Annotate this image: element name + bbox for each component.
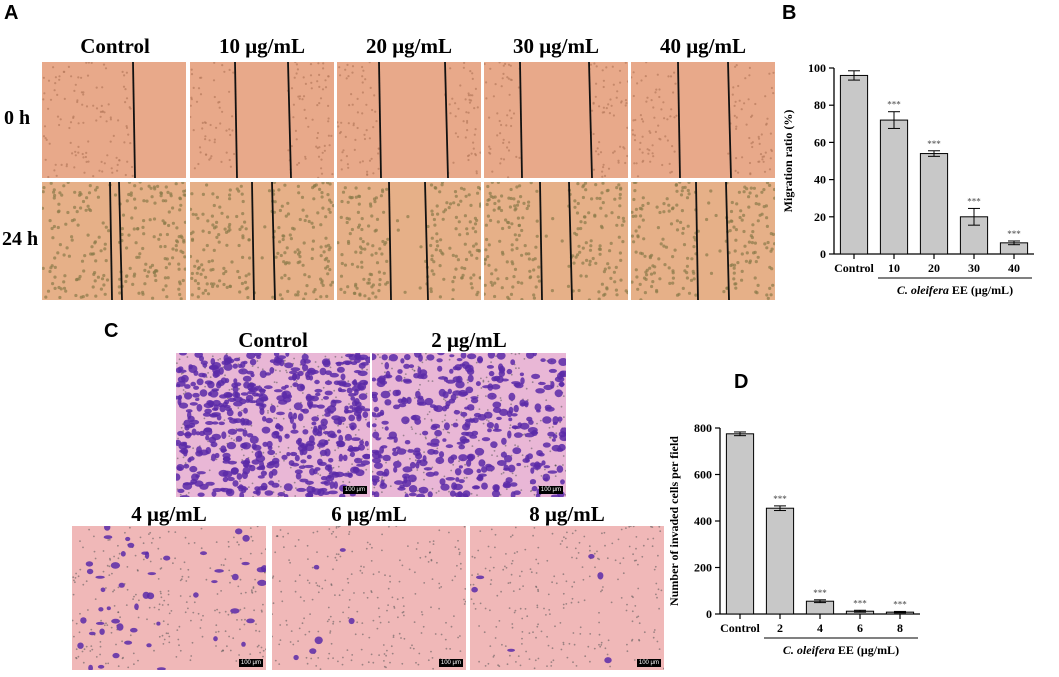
transwell-image-2: 100 μm — [372, 353, 566, 497]
col-label-10: 10 μg/mL — [219, 34, 305, 58]
micrograph — [337, 62, 481, 178]
y-tick-label: 20 — [814, 210, 826, 224]
x-tick-label: 6 — [857, 621, 863, 635]
y-tick-label: 0 — [706, 607, 712, 621]
row-label-24h: 24 h — [2, 228, 39, 250]
wound-image-40-0h — [631, 62, 775, 178]
micrograph — [337, 182, 481, 300]
significance-marker: *** — [853, 598, 867, 608]
bar — [765, 507, 795, 615]
label-c-2: 2 μg/mL — [431, 328, 507, 352]
wound-image-control-0h — [42, 62, 186, 178]
y-tick-label: 60 — [814, 135, 826, 149]
y-axis-label: Number of invaded cells per field — [667, 436, 681, 606]
panel-letter-a: A — [4, 2, 19, 24]
wound-image-20-24h — [337, 182, 481, 300]
micrograph — [42, 62, 186, 178]
chart-svg: 0 20 40 60 80 100 Control *** 10 *** 20 *** 30 *** 40 C… — [781, 61, 1034, 297]
y-axis-label: Migration ratio (%) — [781, 110, 795, 213]
micrograph — [176, 353, 370, 497]
significance-marker: *** — [893, 599, 907, 609]
x-tick-label: Control — [834, 261, 874, 275]
scale-bar: 100 μm — [438, 659, 463, 667]
y-tick-label: 400 — [694, 514, 712, 528]
scale-bar: 100 μm — [238, 659, 263, 667]
micrograph — [631, 182, 775, 300]
bar — [805, 600, 835, 615]
significance-marker: *** — [967, 196, 981, 206]
micrograph — [484, 182, 628, 300]
transwell-image-control: 100 μm — [176, 353, 370, 497]
chart-svg: 0 200 400 600 800 Control *** 2 *** 4 *** 6 *** 8 C. o… — [667, 421, 920, 657]
y-tick-label: 600 — [694, 468, 712, 482]
scale-bar: 100 μm — [636, 659, 661, 667]
x-axis-label: C. oleifera EE (μg/mL) — [783, 643, 899, 657]
micrograph — [72, 526, 266, 670]
micrograph — [631, 62, 775, 178]
y-tick-label: 800 — [694, 421, 712, 435]
wound-image-30-0h — [484, 62, 628, 178]
y-tick-label: 200 — [694, 561, 712, 575]
scale-bar: 100 μm — [342, 486, 367, 494]
col-label-30: 30 μg/mL — [513, 34, 599, 58]
significance-marker: *** — [1007, 229, 1021, 239]
y-tick-label: 80 — [814, 98, 826, 112]
micrograph — [190, 182, 334, 300]
bar — [725, 433, 755, 615]
transwell-image-8: 100 μm — [470, 526, 664, 670]
x-tick-label: 8 — [897, 621, 903, 635]
wound-image-10-24h — [190, 182, 334, 300]
x-tick-label: 10 — [888, 261, 900, 275]
x-axis-label: C. oleifera EE (μg/mL) — [897, 283, 1013, 297]
label-c-4: 4 μg/mL — [131, 502, 207, 526]
x-tick-label: Control — [720, 621, 760, 635]
x-tick-label: 2 — [777, 621, 783, 635]
x-tick-label: 4 — [817, 621, 823, 635]
chart-migration-ratio: 0 20 40 60 80 100 Control *** 10 *** 20 *** 30 *** 40 C… — [774, 60, 1054, 306]
bar — [919, 153, 949, 255]
label-c-6: 6 μg/mL — [331, 502, 407, 526]
col-label-40: 40 μg/mL — [660, 34, 746, 58]
x-tick-label: 30 — [968, 261, 980, 275]
col-label-control: Control — [80, 34, 150, 58]
significance-marker: *** — [773, 494, 787, 504]
y-tick-label: 100 — [808, 61, 826, 75]
transwell-image-6: 100 μm — [272, 526, 466, 670]
transwell-image-4: 100 μm — [72, 526, 266, 670]
y-tick-label: 40 — [814, 173, 826, 187]
significance-marker: *** — [813, 588, 827, 598]
scale-bar: 100 μm — [538, 486, 563, 494]
micrograph — [272, 526, 466, 670]
wound-image-30-24h — [484, 182, 628, 300]
micrograph — [372, 353, 566, 497]
row-label-0h: 0 h — [4, 107, 31, 129]
label-c-8: 8 μg/mL — [529, 502, 605, 526]
wound-image-control-24h — [42, 182, 186, 300]
label-c-control: Control — [238, 328, 308, 352]
panel-letter-d: D — [734, 371, 749, 393]
significance-marker: *** — [887, 100, 901, 110]
panel-letter-b: B — [782, 2, 797, 24]
x-tick-label: 20 — [928, 261, 940, 275]
bar — [839, 74, 869, 255]
wound-image-10-0h — [190, 62, 334, 178]
micrograph — [42, 182, 186, 300]
micrograph — [484, 62, 628, 178]
panel-letter-c: C — [104, 320, 119, 342]
col-label-20: 20 μg/mL — [366, 34, 452, 58]
chart-invaded-cells: 0 200 400 600 800 Control *** 2 *** 4 *** 6 *** 8 C. o… — [660, 420, 940, 672]
micrograph — [470, 526, 664, 670]
y-tick-label: 0 — [820, 247, 826, 261]
wound-image-20-0h — [337, 62, 481, 178]
x-tick-label: 40 — [1008, 261, 1020, 275]
significance-marker: *** — [927, 139, 941, 149]
wound-image-40-24h — [631, 182, 775, 300]
micrograph — [190, 62, 334, 178]
bar — [879, 119, 909, 255]
